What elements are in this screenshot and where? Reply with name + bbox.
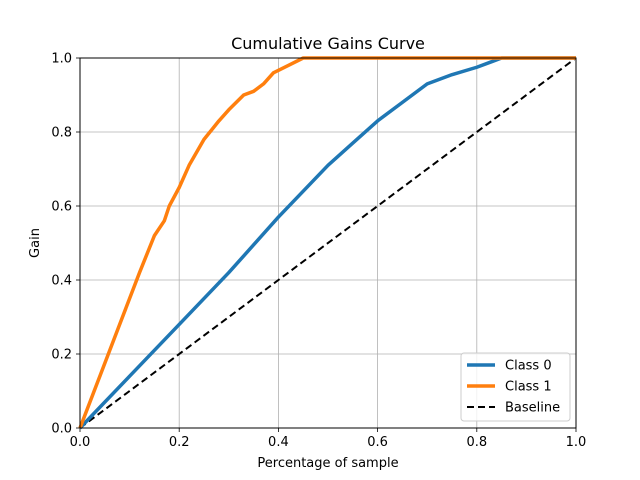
legend-label: Baseline <box>505 401 560 416</box>
series-line-baseline <box>79 57 577 429</box>
legend: Class 0 Class 1 Baseline <box>460 352 571 422</box>
x-axis-ticks: 0.0 0.2 0.4 0.6 0.8 1.0 <box>70 428 587 450</box>
chart-title: Cumulative Gains Curve <box>231 34 425 53</box>
plot-frame <box>79 57 577 429</box>
y-tick-label: 1.0 <box>51 52 72 67</box>
y-axis-label: Gain <box>28 228 43 258</box>
x-tick-label: 0.2 <box>169 435 190 450</box>
legend-box <box>460 352 571 422</box>
series-line-class-0 <box>78 56 576 430</box>
legend-label: Class 1 <box>505 380 552 395</box>
y-tick-label: 0.2 <box>51 348 72 363</box>
legend-label: Class 0 <box>505 359 552 374</box>
x-tick-label: 0.8 <box>466 435 487 450</box>
x-axis-label: Percentage of sample <box>257 456 398 471</box>
y-axis-ticks: 0.0 0.2 0.4 0.6 0.8 1.0 <box>51 52 80 437</box>
y-tick-label: 0.8 <box>51 126 72 141</box>
y-tick-label: 0.0 <box>51 422 72 437</box>
x-tick-label: 0.6 <box>367 435 388 450</box>
x-tick-label: 1.0 <box>566 435 587 450</box>
y-tick-label: 0.4 <box>51 274 72 289</box>
y-tick-label: 0.6 <box>51 200 72 215</box>
x-tick-label: 0.0 <box>70 435 91 450</box>
grid <box>79 57 577 429</box>
x-tick-label: 0.4 <box>268 435 289 450</box>
